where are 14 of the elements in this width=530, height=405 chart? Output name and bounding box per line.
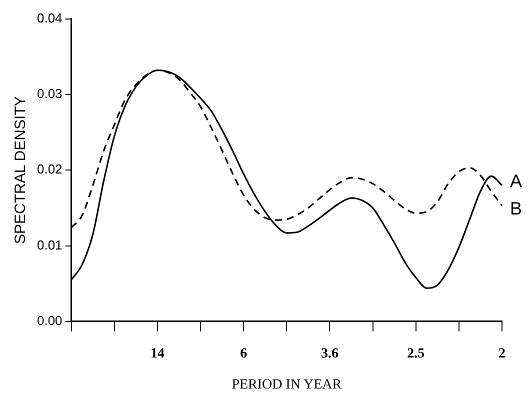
y-tick-label: 0.01 <box>36 237 62 252</box>
y-tick-label: 0.00 <box>36 312 62 328</box>
y-tick-label: 0.03 <box>36 86 62 102</box>
series-label: A <box>510 171 522 192</box>
x-tick-label: 2.5 <box>407 346 425 362</box>
x-tick-label: 14 <box>150 346 164 362</box>
x-tick-label: 2 <box>498 346 506 362</box>
y-tick-label: 0.02 <box>36 162 62 177</box>
x-tick-label: 3.6 <box>320 346 338 362</box>
series-label: B <box>510 198 522 219</box>
y-tick-label: 0.04 <box>36 10 62 26</box>
y-axis-title: SPECTRAL DENSITY <box>12 96 30 244</box>
x-tick-label: 6 <box>240 346 248 362</box>
x-axis-title: PERIOD IN YEAR <box>232 377 342 392</box>
